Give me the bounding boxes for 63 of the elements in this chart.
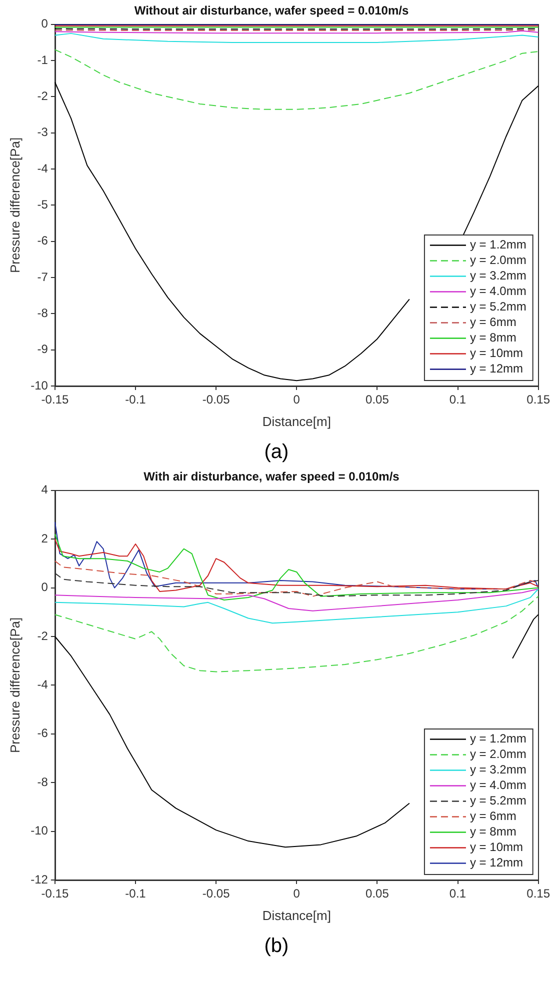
legend-label: y = 3.2mm: [470, 762, 526, 777]
y-tick-label: -5: [37, 198, 48, 212]
x-tick-label: 0.15: [526, 392, 550, 407]
y-tick-label: -7: [37, 270, 48, 284]
chart-title: Without air disturbance, wafer speed = 0.010m/s: [134, 4, 409, 18]
line-series: [54, 49, 539, 110]
y-tick-label: -10: [30, 824, 48, 838]
legend-label: y = 8mm: [470, 824, 516, 839]
legend-label: y = 6mm: [470, 809, 516, 824]
text: (b): [263, 934, 290, 959]
legend-label: y = 5.2mm: [470, 300, 526, 314]
legend-label: y = 1.2mm: [470, 732, 526, 746]
x-tick-label: 0.1: [449, 392, 466, 407]
x-tick-label: 0: [293, 392, 300, 407]
y-tick-label: -6: [37, 726, 48, 740]
legend-label: y = 5.2mm: [470, 794, 526, 808]
legend-label: y = 4.0mm: [470, 778, 526, 792]
x-tick-label: -0.15: [41, 392, 69, 407]
y-axis-title: Pressure difference[Pa]: [7, 137, 22, 274]
y-tick-label: -2: [37, 628, 48, 643]
x-tick-label: -0.1: [125, 886, 146, 901]
y-tick-label: -8: [37, 306, 48, 320]
legend-label: y = 1.2mm: [470, 238, 526, 252]
legend-label: y = 4.0mm: [470, 284, 526, 298]
y-tick-label: -2: [37, 89, 48, 104]
legend-label: y = 2.0mm: [470, 253, 526, 268]
y-tick-label: 0: [41, 580, 48, 594]
x-tick-label: 0: [293, 886, 300, 901]
y-tick-label: -8: [37, 774, 48, 789]
x-axis-title: Distance[m]: [262, 414, 331, 429]
x-tick-label: -0.05: [202, 886, 230, 901]
text: (a): [263, 440, 290, 465]
y-tick-label: -6: [37, 234, 48, 248]
line-series: [54, 560, 539, 597]
chart-title: With air disturbance, wafer speed = 0.010m/s: [144, 470, 400, 484]
y-axis-title: Pressure difference[Pa]: [7, 617, 22, 754]
x-tick-label: 0.1: [449, 886, 466, 901]
y-tick-label: -4: [37, 678, 48, 692]
legend-label: y = 2.0mm: [470, 747, 526, 762]
x-tick-label: -0.15: [41, 886, 69, 901]
legend-label: y = 3.2mm: [470, 268, 526, 283]
y-tick-label: -3: [37, 125, 48, 140]
y-tick-label: -12: [30, 872, 48, 886]
legend-label: y = 10mm: [470, 346, 523, 360]
legend-label: y = 8mm: [470, 330, 516, 345]
y-tick-label: 2: [41, 531, 48, 546]
x-tick-label: 0.15: [526, 886, 550, 901]
x-tick-label: 0.05: [366, 886, 390, 901]
legend-label: y = 10mm: [470, 840, 523, 854]
y-tick-label: 4: [41, 482, 48, 497]
x-tick-label: -0.05: [202, 392, 230, 407]
x-tick-label: -0.1: [125, 392, 146, 407]
x-tick-label: 0.05: [366, 392, 390, 407]
y-tick-label: 0: [41, 16, 48, 31]
y-tick-label: -4: [37, 161, 48, 176]
legend-label: y = 6mm: [470, 315, 516, 330]
x-axis-title: Distance[m]: [262, 908, 331, 923]
line-series: [54, 596, 539, 672]
y-tick-label: -1: [37, 52, 48, 67]
legend-label: y = 12mm: [470, 856, 523, 870]
legend-label: y = 12mm: [470, 362, 523, 376]
y-tick-label: -9: [37, 342, 48, 356]
y-tick-label: -10: [30, 378, 48, 392]
